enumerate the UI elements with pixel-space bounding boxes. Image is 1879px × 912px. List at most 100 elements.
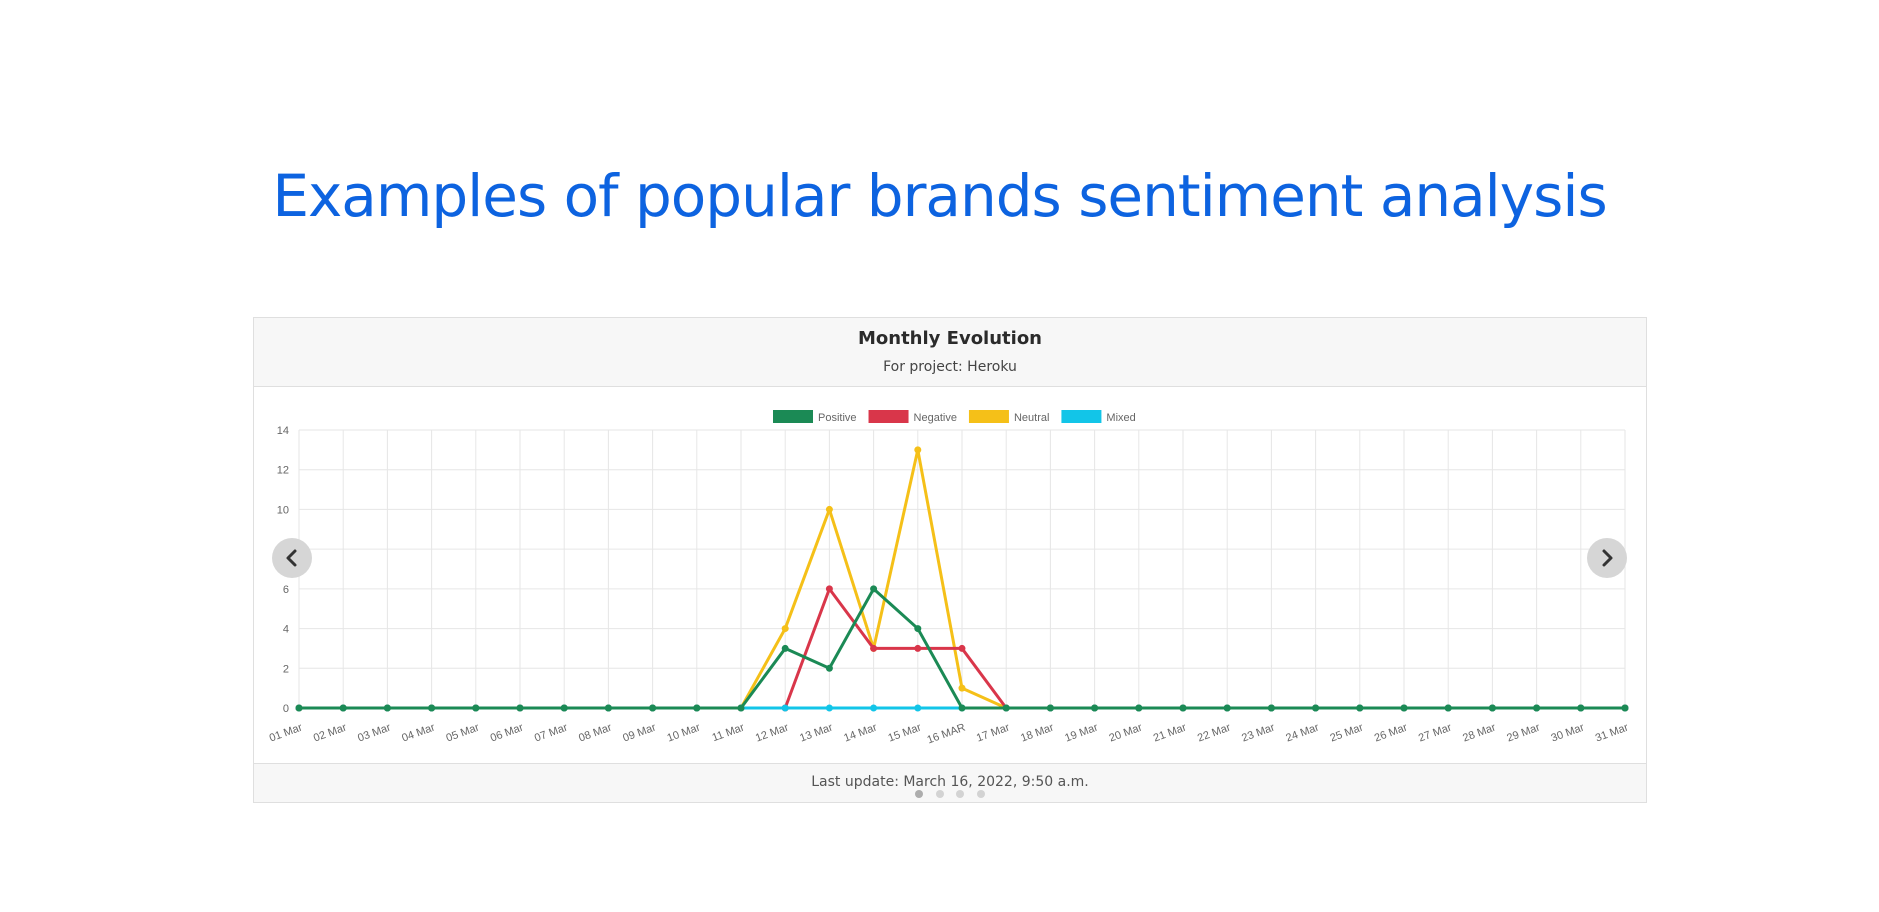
carousel-indicator[interactable]: [956, 790, 965, 798]
carousel-next-button[interactable]: [1587, 538, 1627, 578]
x-tick-label: 07 Mar: [533, 721, 570, 744]
data-point-positive: [958, 704, 966, 712]
data-point-positive: [472, 704, 480, 712]
data-point-mixed: [781, 704, 789, 712]
data-point-neutral: [914, 446, 922, 454]
chart-subtitle: For project: Heroku: [883, 359, 1017, 375]
x-tick-label: 02 Mar: [312, 721, 349, 744]
data-point-positive: [1002, 704, 1010, 712]
data-point-positive: [1223, 704, 1231, 712]
y-tick-label: 0: [283, 703, 289, 715]
data-point-positive: [737, 704, 745, 712]
carousel-indicator[interactable]: [935, 790, 944, 798]
y-tick-label: 10: [277, 504, 289, 516]
x-tick-label: 01 Mar: [268, 721, 305, 744]
x-tick-label: 15 Mar: [887, 721, 924, 744]
legend-label: Neutral: [1014, 412, 1049, 424]
x-tick-label: 21 Mar: [1152, 721, 1189, 744]
x-tick-label: 20 Mar: [1108, 721, 1145, 744]
legend-label: Mixed: [1106, 412, 1135, 424]
data-point-positive: [516, 704, 524, 712]
data-point-positive: [870, 585, 878, 593]
data-point-positive: [1135, 704, 1143, 712]
data-point-negative: [870, 644, 878, 652]
x-tick-label: 22 Mar: [1196, 721, 1233, 744]
carousel-indicators: [254, 785, 1646, 803]
data-point-positive: [1267, 704, 1275, 712]
data-point-neutral: [825, 505, 833, 513]
data-point-positive: [383, 704, 391, 712]
data-point-positive: [1488, 704, 1496, 712]
data-point-positive: [560, 704, 568, 712]
chevron-left-icon: [286, 549, 297, 567]
card-header: Monthly Evolution For project: Heroku: [254, 318, 1646, 387]
data-point-positive: [1356, 704, 1364, 712]
x-tick-label: 27 Mar: [1417, 721, 1454, 744]
legend-swatch: [1061, 410, 1102, 423]
x-tick-label: 08 Mar: [577, 721, 614, 744]
last-update-text: Last update: March 16, 2022, 9:50 a.m.: [811, 774, 1089, 790]
page-heading: Examples of popular brands sentiment ana…: [272, 162, 1607, 230]
data-point-positive: [1400, 704, 1408, 712]
x-tick-label: 16 MAR: [926, 722, 967, 747]
y-tick-label: 2: [283, 663, 289, 675]
x-tick-label: 14 Mar: [842, 721, 879, 744]
carousel-indicator[interactable]: [976, 790, 985, 798]
x-tick-label: 17 Mar: [975, 721, 1012, 744]
y-tick-label: 12: [277, 465, 289, 477]
x-tick-label: 03 Mar: [356, 721, 393, 744]
data-point-negative: [825, 585, 833, 593]
data-point-positive: [825, 664, 833, 672]
x-tick-label: 13 Mar: [798, 721, 835, 744]
x-tick-label: 18 Mar: [1019, 721, 1056, 744]
data-point-positive: [1312, 704, 1320, 712]
x-tick-label: 11 Mar: [711, 721, 747, 744]
data-point-positive: [781, 644, 789, 652]
data-point-positive: [604, 704, 612, 712]
data-point-positive: [428, 704, 436, 712]
data-point-positive: [1091, 704, 1099, 712]
chevron-right-icon: [1602, 549, 1613, 567]
data-point-mixed: [825, 704, 833, 712]
data-point-positive: [1621, 704, 1629, 712]
data-point-negative: [914, 644, 922, 652]
y-tick-label: 14: [277, 425, 289, 437]
carousel-indicator[interactable]: [915, 790, 924, 798]
legend-swatch: [968, 410, 1009, 423]
legend-label: Negative: [914, 412, 957, 424]
x-tick-label: 12 Mar: [754, 721, 791, 744]
x-tick-label: 28 Mar: [1461, 721, 1498, 744]
x-tick-label: 06 Mar: [489, 721, 526, 744]
x-tick-label: 25 Mar: [1329, 721, 1366, 744]
x-tick-label: 26 Mar: [1373, 721, 1410, 744]
x-tick-label: 29 Mar: [1505, 721, 1542, 744]
x-tick-label: 04 Mar: [400, 721, 437, 744]
data-point-positive: [649, 704, 657, 712]
data-point-neutral: [781, 625, 789, 633]
x-tick-label: 24 Mar: [1284, 721, 1321, 744]
card-footer: Last update: March 16, 2022, 9:50 a.m.: [254, 763, 1646, 802]
x-tick-label: 30 Mar: [1550, 721, 1587, 744]
legend-swatch: [773, 410, 813, 423]
y-tick-label: 4: [283, 624, 289, 636]
data-point-neutral: [958, 684, 966, 692]
data-point-positive: [1179, 704, 1187, 712]
legend-label: Positive: [818, 412, 857, 424]
x-tick-label: 05 Mar: [445, 721, 482, 744]
y-tick-label: 6: [283, 584, 289, 596]
data-point-positive: [1577, 704, 1585, 712]
data-point-positive: [1533, 704, 1541, 712]
data-point-mixed: [870, 704, 878, 712]
data-point-negative: [958, 644, 966, 652]
data-point-positive: [1444, 704, 1452, 712]
data-point-positive: [1046, 704, 1054, 712]
carousel-prev-button[interactable]: [272, 538, 312, 578]
data-point-positive: [339, 704, 347, 712]
chart-card: Monthly Evolution For project: Heroku La…: [253, 317, 1647, 803]
x-tick-label: 23 Mar: [1240, 721, 1277, 744]
x-tick-label: 10 Mar: [666, 721, 703, 744]
data-point-mixed: [914, 704, 922, 712]
legend-swatch: [868, 410, 909, 423]
x-tick-label: 19 Mar: [1063, 721, 1100, 744]
